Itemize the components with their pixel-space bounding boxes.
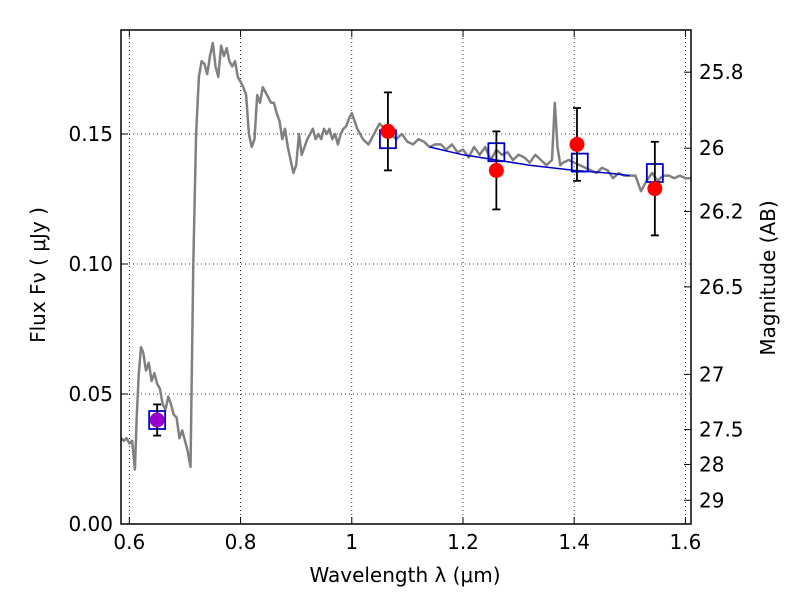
data-series xyxy=(120,41,691,471)
observed-point xyxy=(488,162,504,178)
right-tick-label: 26 xyxy=(699,136,724,160)
x-tick-label: 1.6 xyxy=(670,530,702,554)
x-axis-label: Wavelength λ (μm) xyxy=(309,563,500,587)
right-tick-label: 26.5 xyxy=(699,275,744,299)
y-tick-label: 0.00 xyxy=(68,512,113,536)
spectrum-line xyxy=(429,146,630,177)
model-square-point xyxy=(570,152,589,173)
y-tick-label: 0.05 xyxy=(68,382,113,406)
x-tick-label: 0.6 xyxy=(113,530,145,554)
observed-point xyxy=(149,412,165,428)
y-tick-label: 0.15 xyxy=(68,122,113,146)
right-tick-label: 26.2 xyxy=(699,199,744,223)
observed-point xyxy=(647,181,663,197)
observed-point xyxy=(380,123,396,139)
axis-ticks: 0.6 0.8 1 1.2 1.4 1.6 0.00 0.05 0.10 0.15 25.8 26 26… xyxy=(68,30,744,554)
x-tick-label: 1 xyxy=(345,530,358,554)
right-axis-label: Magnitude (AB) xyxy=(756,200,780,355)
plot-frame xyxy=(120,29,692,525)
spectrum-line xyxy=(120,41,691,471)
grid-lines xyxy=(121,30,691,525)
right-tick-label: 25.8 xyxy=(699,60,744,84)
y-axis-label: Flux Fν ( μJy ) xyxy=(26,207,50,343)
right-tick-label: 27.5 xyxy=(699,418,744,442)
x-tick-label: 1.4 xyxy=(558,530,590,554)
right-tick-label: 29 xyxy=(699,488,724,512)
right-tick-label: 27 xyxy=(699,362,724,386)
right-tick-label: 28 xyxy=(699,452,724,476)
observed-point xyxy=(569,136,585,152)
x-tick-label: 1.2 xyxy=(447,530,479,554)
y-tick-label: 0.10 xyxy=(68,252,113,276)
x-tick-label: 0.8 xyxy=(225,530,257,554)
